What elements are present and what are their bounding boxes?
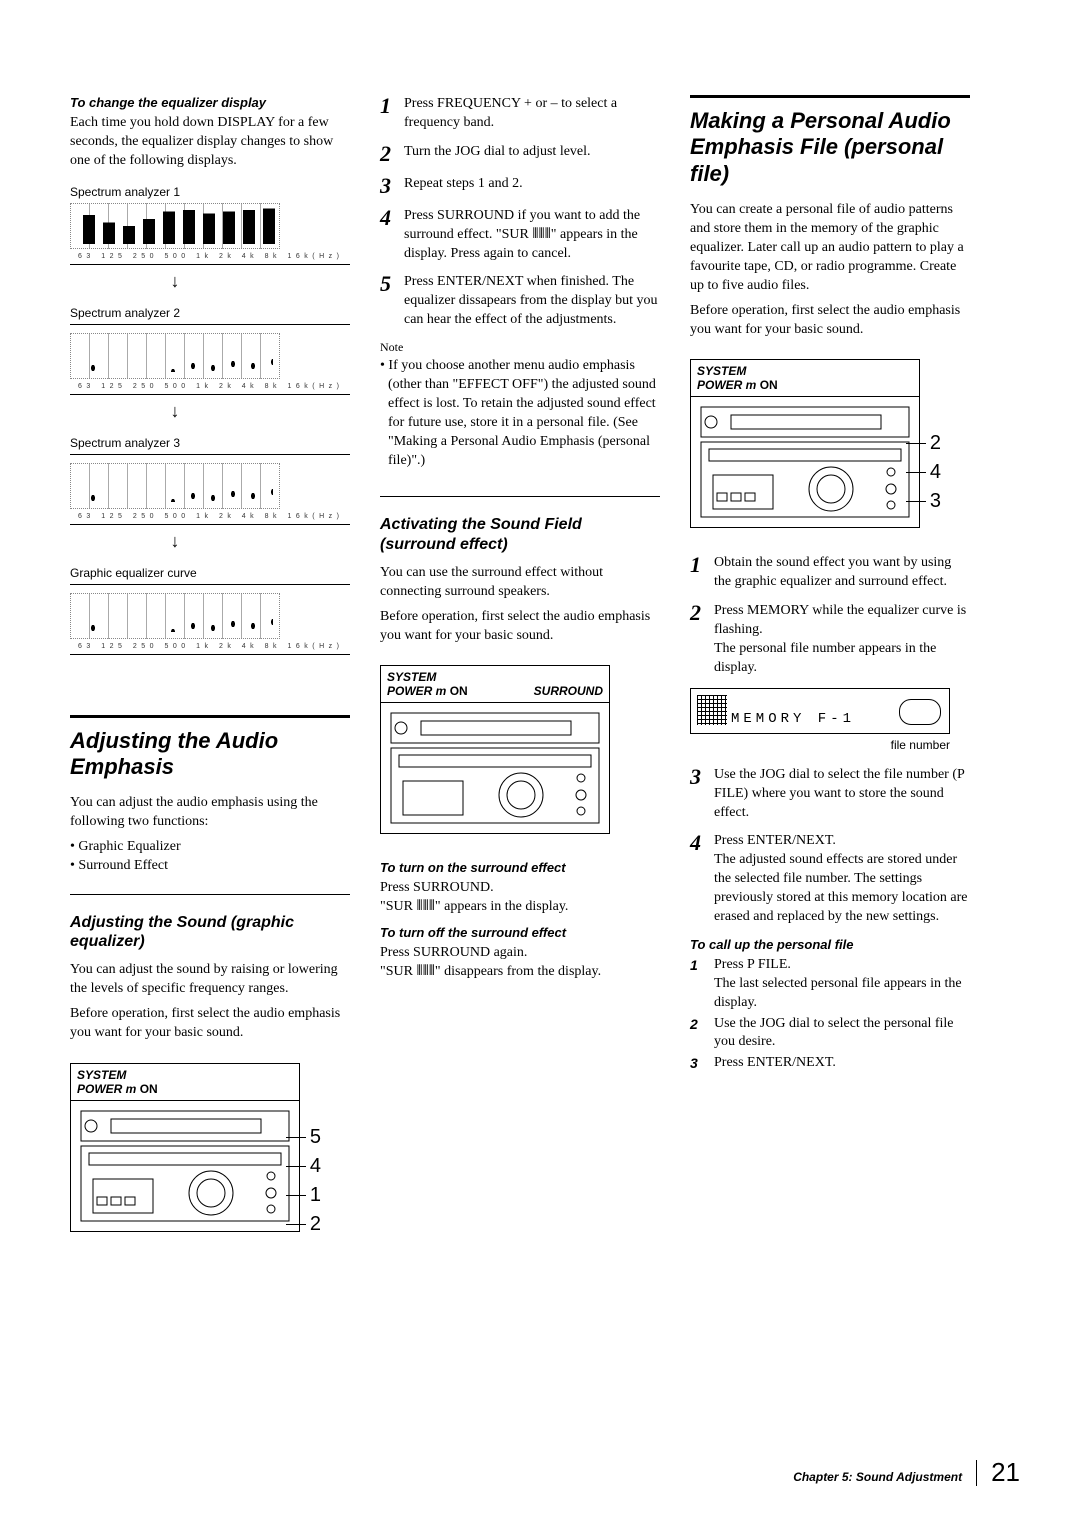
on-label: ON [140, 1082, 158, 1096]
list-text: Press ENTER/NEXT. [714, 1054, 836, 1073]
activating-title: Activating the Sound Field (surround eff… [380, 515, 660, 553]
down-arrow-icon: ↓ [70, 401, 280, 422]
callout-number: 4 [906, 461, 941, 484]
list-number: 2 [690, 1015, 704, 1053]
list-text: Use the JOG dial to select the personal … [714, 1015, 970, 1053]
step-text: Press ENTER/NEXT when finished. The equa… [404, 273, 660, 330]
personal-file-title: Making a Personal Audio Emphasis File (p… [690, 108, 970, 187]
freq-scale-2: 63 125 250 500 1k 2k 4k 8k 16k(Hz) [70, 383, 350, 390]
list-text: Press P FILE. The last selected personal… [714, 956, 970, 1013]
step-text: Press SURROUND if you want to add the su… [404, 207, 660, 264]
turn-off-body: Press SURROUND again. "SUR ⦀⦀⦀" disappea… [380, 944, 660, 982]
down-arrow-icon: ↓ [70, 531, 280, 552]
page-footer: Chapter 5: Sound Adjustment 21 [793, 1457, 1020, 1488]
adjusting-sound-body2: Before operation, first select the audio… [70, 1005, 350, 1043]
step-number: 4 [380, 207, 396, 229]
power-label: POWER [387, 684, 432, 698]
step-text: Press ENTER/NEXT. The adjusted sound eff… [714, 832, 970, 926]
activating-body2: Before operation, first select the audio… [380, 608, 660, 646]
callout-number: 2 [286, 1213, 321, 1236]
surround-label: SURROUND [534, 684, 603, 698]
system-label: SYSTEM [387, 670, 436, 684]
on-label: ON [450, 684, 468, 698]
file-number-label: file number [690, 738, 950, 752]
device-illustration-1: SYSTEM POWER m ON 5 [70, 1063, 300, 1232]
page-number: 21 [991, 1457, 1020, 1488]
personal-file-body2: Before operation, first select the audio… [690, 302, 970, 340]
callout-number: 1 [286, 1184, 321, 1207]
chapter-label: Chapter 5: Sound Adjustment [793, 1470, 962, 1484]
step-number: 2 [380, 143, 396, 165]
callout-number: 3 [906, 490, 941, 513]
step-number: 4 [690, 832, 706, 854]
callout-number: 2 [906, 432, 941, 455]
recall-heading: To call up the personal file [690, 937, 970, 952]
step-number: 2 [690, 602, 706, 624]
stereo-icon [691, 397, 919, 527]
callout-number: 4 [286, 1155, 321, 1178]
step-text: Press FREQUENCY + or – to select a frequ… [404, 95, 660, 133]
list-item: Surround Effect [70, 857, 350, 876]
recall-list: 1Press P FILE. The last selected persona… [690, 956, 970, 1073]
system-label: SYSTEM [697, 364, 746, 378]
change-eq-heading: To change the equalizer display [70, 95, 350, 110]
spectrum-3-label: Spectrum analyzer 3 [70, 436, 350, 450]
freq-scale-4: 63 125 250 500 1k 2k 4k 8k 16k(Hz) [70, 643, 350, 650]
stereo-icon [71, 1101, 299, 1231]
on-label: ON [760, 378, 778, 392]
spectrum-1-label: Spectrum analyzer 1 [70, 185, 350, 199]
list-item: Graphic Equalizer [70, 838, 350, 857]
personal-file-body1: You can create a personal file of audio … [690, 201, 970, 295]
display-text: MEMORY F-1 [731, 711, 855, 727]
power-label: POWER [697, 378, 742, 392]
device-illustration-2: SYSTEM POWER m ON SURROUND [380, 665, 610, 834]
step-number: 1 [380, 95, 396, 117]
list-number: 3 [690, 1054, 704, 1073]
stereo-icon [381, 703, 609, 833]
down-arrow-icon: ↓ [70, 271, 280, 292]
device-illustration-3: SYSTEM POWER m ON 2 [690, 359, 920, 528]
spectrum-2-graphic [70, 333, 280, 379]
step-text: Repeat steps 1 and 2. [404, 175, 660, 194]
step-text: Obtain the sound effect you want by usin… [714, 554, 970, 592]
system-label: SYSTEM [77, 1068, 126, 1082]
activating-body1: You can use the surround effect without … [380, 564, 660, 602]
step-number: 1 [690, 554, 706, 576]
adjusting-emphasis-body: You can adjust the audio emphasis using … [70, 794, 350, 832]
step-text: Press MEMORY while the equalizer curve i… [714, 602, 970, 678]
adjusting-sound-body1: You can adjust the sound by raising or l… [70, 961, 350, 999]
change-eq-body: Each time you hold down DISPLAY for a fe… [70, 114, 350, 171]
step-number: 5 [380, 273, 396, 295]
step-text: Use the JOG dial to select the file numb… [714, 766, 970, 823]
turn-on-heading: To turn on the surround effect [380, 860, 660, 875]
list-number: 1 [690, 956, 704, 1013]
note-label: Note [380, 340, 660, 355]
note-text: • If you choose another menu audio empha… [380, 357, 660, 470]
step-number: 3 [690, 766, 706, 788]
step-text: Turn the JOG dial to adjust level. [404, 143, 660, 162]
freq-scale-3: 63 125 250 500 1k 2k 4k 8k 16k(Hz) [70, 513, 350, 520]
step-number: 3 [380, 175, 396, 197]
callout-number: 5 [286, 1126, 321, 1149]
turn-on-body: Press SURROUND. "SUR ⦀⦀⦀" appears in the… [380, 879, 660, 917]
spectrum-3-graphic [70, 463, 280, 509]
adjusting-sound-title: Adjusting the Sound (graphic equalizer) [70, 913, 350, 951]
adjusting-emphasis-title: Adjusting the Audio Emphasis [70, 728, 350, 781]
eq-curve-graphic [70, 593, 280, 639]
eq-curve-label: Graphic equalizer curve [70, 566, 350, 580]
function-list: Graphic Equalizer Surround Effect [70, 838, 350, 876]
turn-off-heading: To turn off the surround effect [380, 925, 660, 940]
spectrum-2-label: Spectrum analyzer 2 [70, 306, 350, 320]
display-panel: MEMORY F-1 [690, 688, 950, 734]
freq-scale-1: 63 125 250 500 1k 2k 4k 8k 16k(Hz) [70, 253, 350, 260]
spectrum-1-graphic [70, 203, 280, 249]
power-label: POWER [77, 1082, 122, 1096]
